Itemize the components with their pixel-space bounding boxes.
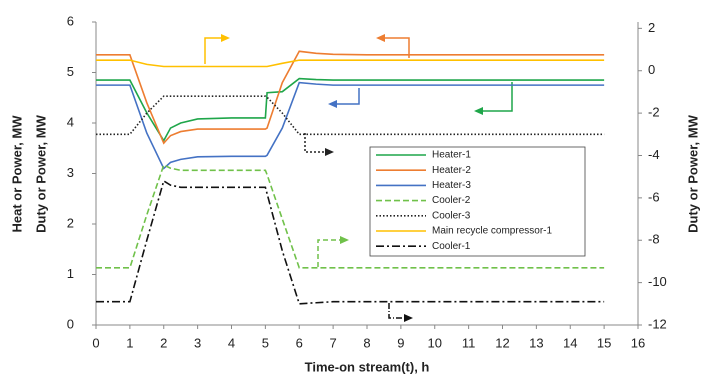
y-tick-label: 1 [67,266,74,281]
series-line [96,163,605,269]
legend-label: Cooler-1 [432,241,471,252]
y2-tick-label: 2 [648,20,655,35]
legend-label: Main recycle compressor-1 [432,226,552,237]
arrow-head [404,314,413,322]
legend-label: Cooler-2 [432,195,471,206]
arrow [317,239,340,267]
y2-tick-label: -8 [648,232,660,247]
arrow [337,88,360,105]
arrow-head [474,107,483,115]
annotation-arrows [204,34,513,322]
x-tick-label: 10 [428,335,442,350]
y2-axis-title: Duty or Power, MW [685,114,700,232]
arrow [388,303,405,319]
arrow-head [340,236,349,244]
y-tick-label: 2 [67,215,74,230]
arrow-head [325,148,334,156]
legend-label: Heater-1 [432,150,471,161]
y-tick-label: 0 [67,316,74,331]
y2-tick-label: -10 [648,274,667,289]
y-tick-label: 5 [67,64,74,79]
y2-tick-label: 0 [648,62,655,77]
x-tick-label: 5 [262,335,269,350]
y-tick-label: 4 [67,114,74,129]
x-tick-label: 13 [529,335,543,350]
x-tick-label: 4 [228,335,235,350]
series-line [96,50,605,145]
series-line [96,81,605,170]
y2-tick-label: -12 [648,316,667,331]
arrow [483,82,513,112]
x-tick-label: 14 [563,335,577,350]
arrow-head [328,100,337,108]
x-tick-label: 9 [397,335,404,350]
series-line [96,179,605,305]
arrow [304,133,326,153]
x-tick-label: 0 [92,335,99,350]
legend: Heater-1 Heater-2 Heater-3 Cooler-2 Cooler-3… [369,146,586,257]
y2-tick-label: -6 [648,189,660,204]
legend-label: Heater-2 [432,165,471,176]
x-tick-label: 11 [462,335,476,350]
series-line [96,95,605,136]
legend-label: Cooler-3 [432,210,471,221]
x-tick-label: 3 [194,335,201,350]
x-tick-label: 8 [363,335,370,350]
arrow-head [221,34,230,42]
y-axis-title-secondary: Duty or Power, MW [33,114,48,232]
x-tick-label: 2 [160,335,167,350]
y2-tick-label: -2 [648,105,660,120]
y-tick-label: 3 [67,165,74,180]
x-tick-label: 16 [631,335,645,350]
y-axis-title: Heat or Power, MW [9,115,24,233]
x-tick-label: 1 [126,335,133,350]
series-line [96,59,605,68]
x-tick-label: 6 [296,335,303,350]
series-line [96,77,605,143]
arrow-head [376,34,385,42]
legend-box [369,146,586,257]
arrow [385,37,410,58]
x-tick-label: 7 [330,335,337,350]
x-axis-title: Time-on stream(t), h [305,359,430,374]
x-tick-label: 12 [495,335,509,350]
x-tick-label: 15 [597,335,611,350]
legend-label: Heater-3 [432,180,471,191]
arrow [204,37,222,64]
y2-tick-label: -4 [648,147,660,162]
y-tick-label: 6 [67,13,74,28]
